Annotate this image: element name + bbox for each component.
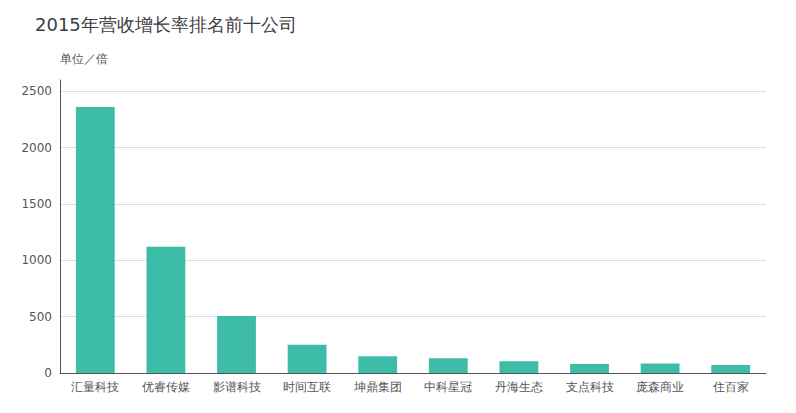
svg-text:影谱科技: 影谱科技 [213,380,261,394]
svg-text:2500: 2500 [21,84,52,98]
svg-text:坤鼎集团: 坤鼎集团 [353,380,402,394]
svg-text:汇量科技: 汇量科技 [71,380,119,394]
svg-text:0: 0 [44,366,52,380]
svg-text:时间互联: 时间互联 [283,380,331,394]
svg-text:优睿传媒: 优睿传媒 [142,380,190,394]
svg-text:住百家: 住百家 [712,380,749,394]
svg-text:丹海生态: 丹海生态 [495,380,543,394]
svg-text:1000: 1000 [21,253,52,267]
svg-text:1500: 1500 [21,197,52,211]
svg-text:庞森商业: 庞森商业 [636,380,684,394]
svg-text:500: 500 [29,310,52,324]
svg-text:2000: 2000 [21,141,52,155]
svg-text:单位／倍: 单位／倍 [60,52,108,66]
svg-text:2015年营收增长率排名前十公司: 2015年营收增长率排名前十公司 [35,14,297,35]
svg-text:支点科技: 支点科技 [566,380,614,394]
svg-text:中科星冠: 中科星冠 [424,380,472,394]
